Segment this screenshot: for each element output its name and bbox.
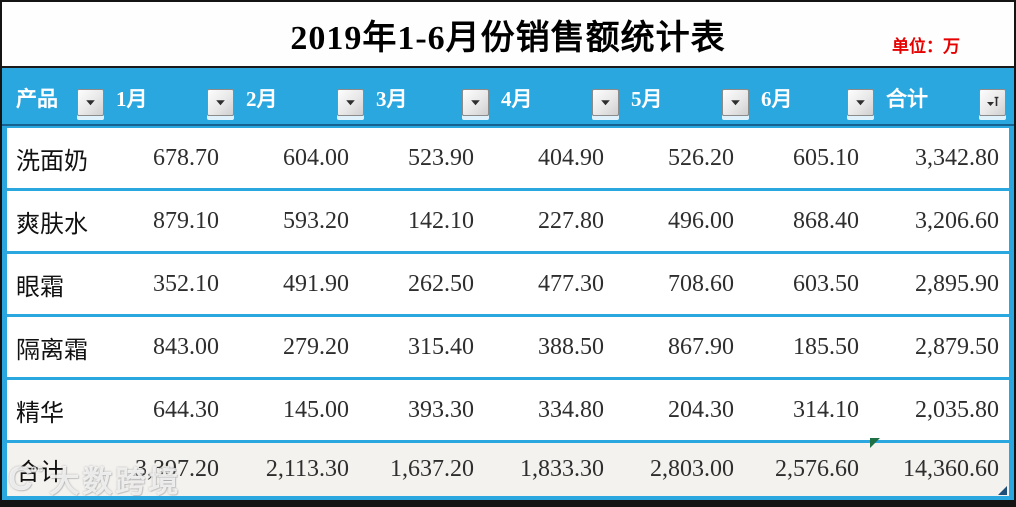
value-cell: 868.40 [793,207,859,234]
value-cell: 262.50 [408,270,474,297]
value-cell: 2,576.60 [775,456,859,482]
column-header-label: 1月 [116,87,148,111]
column-header-product: 产品 [7,68,107,124]
value-cell: 491.90 [283,270,349,297]
column-header-month-3: 3月 [367,68,492,124]
table-header: 产品 1月 2月 3月 4月 5月 6月 合计 [2,66,1014,126]
column-header-label: 2月 [246,87,278,111]
value-cell: 644.30 [153,396,219,423]
filter-dropdown-icon [469,96,482,109]
filter-dropdown-icon [344,96,357,109]
value-cell: 2,803.00 [650,456,734,482]
table-row: 精华 644.30 145.00 393.30 334.80 204.30 314.10 2,… [7,380,1009,440]
product-name-cell: 隔离霜 [16,337,88,364]
value-cell: 3,397.20 [135,456,219,482]
value-cell: 142.10 [408,207,474,234]
row-total-cell: 3,342.80 [915,144,999,171]
value-cell: 603.50 [793,270,859,297]
value-cell: 477.30 [538,270,604,297]
value-cell: 708.60 [668,270,734,297]
page-title: 2019年1-6月份销售额统计表 [290,19,726,57]
table-body: 洗面奶 678.70 604.00 523.90 404.90 526.20 605.10 3… [2,126,1014,496]
column-header-label: 产品 [16,87,58,111]
filter-dropdown-icon [214,96,227,109]
product-name-cell: 眼霜 [16,274,64,301]
column-header-month-4: 4月 [492,68,622,124]
column-header-total: 合计 [877,68,1009,124]
cell-error-marker-icon [870,438,880,448]
table-row: 眼霜 352.10 491.90 262.50 477.30 708.60 603.50 2,… [7,254,1009,314]
column-header-label: 合计 [886,87,928,111]
value-cell: 404.90 [538,144,604,171]
value-cell: 867.90 [668,333,734,360]
row-total-cell: 14,360.60 [903,456,999,482]
value-cell: 388.50 [538,333,604,360]
filter-dropdown-button[interactable] [207,88,234,116]
product-name-cell: 爽肤水 [16,211,88,238]
value-cell: 279.20 [283,333,349,360]
filter-dropdown-button[interactable] [77,88,104,116]
filter-dropdown-icon [599,96,612,109]
product-name-cell: 洗面奶 [16,148,88,175]
column-header-month-6: 6月 [752,68,877,124]
column-header-month-5: 5月 [622,68,752,124]
filter-dropdown-button[interactable] [847,88,874,116]
filter-dropdown-button[interactable] [462,88,489,116]
value-cell: 1,833.30 [520,456,604,482]
product-name-cell: 精华 [16,400,64,427]
title-band: 2019年1-6月份销售额统计表 单位：万 [2,2,1014,66]
fill-handle-icon[interactable] [998,486,1007,495]
row-total-cell: 2,895.90 [915,270,999,297]
value-cell: 526.20 [668,144,734,171]
row-total-cell: 3,206.60 [915,207,999,234]
value-cell: 314.10 [793,396,859,423]
table-row: 爽肤水 879.10 593.20 142.10 227.80 496.00 868.40 3… [7,191,1009,251]
value-cell: 315.40 [408,333,474,360]
value-cell: 604.00 [283,144,349,171]
row-total-cell: 2,035.80 [915,396,999,423]
filter-dropdown-icon [729,96,742,109]
column-header-month-2: 2月 [237,68,367,124]
table-row: 隔离霜 843.00 279.20 315.40 388.50 867.90 185.50 2… [7,317,1009,377]
value-cell: 227.80 [538,207,604,234]
value-cell: 204.30 [668,396,734,423]
column-header-label: 3月 [376,87,408,111]
value-cell: 678.70 [153,144,219,171]
value-cell: 879.10 [153,207,219,234]
value-cell: 496.00 [668,207,734,234]
filter-sort-button[interactable] [979,88,1006,116]
filter-dropdown-button[interactable] [722,88,749,116]
value-cell: 593.20 [283,207,349,234]
table-row: 洗面奶 678.70 604.00 523.90 404.90 526.20 605.10 3… [7,128,1009,188]
value-cell: 393.30 [408,396,474,423]
value-cell: 334.80 [538,396,604,423]
value-cell: 2,113.30 [265,456,349,482]
filter-dropdown-icon [854,96,867,109]
value-cell: 523.90 [408,144,474,171]
value-cell: 605.10 [793,144,859,171]
column-header-label: 5月 [631,87,663,111]
column-header-month-1: 1月 [107,68,237,124]
filter-dropdown-button[interactable] [337,88,364,116]
value-cell: 352.10 [153,270,219,297]
row-total-cell: 2,879.50 [915,333,999,360]
value-cell: 185.50 [793,333,859,360]
value-cell: 843.00 [153,333,219,360]
product-name-cell: 合计 [16,460,64,486]
value-cell: 1,637.20 [390,456,474,482]
value-cell: 145.00 [283,396,349,423]
column-header-label: 6月 [761,87,793,111]
filter-dropdown-button[interactable] [592,88,619,116]
unit-label: 单位：万 [892,37,960,56]
column-header-label: 4月 [501,87,533,111]
total-row: 合计 3,397.20 2,113.30 1,637.20 1,833.30 2,803.… [7,443,1009,496]
filter-sort-icon [986,96,999,109]
filter-dropdown-icon [84,96,97,109]
